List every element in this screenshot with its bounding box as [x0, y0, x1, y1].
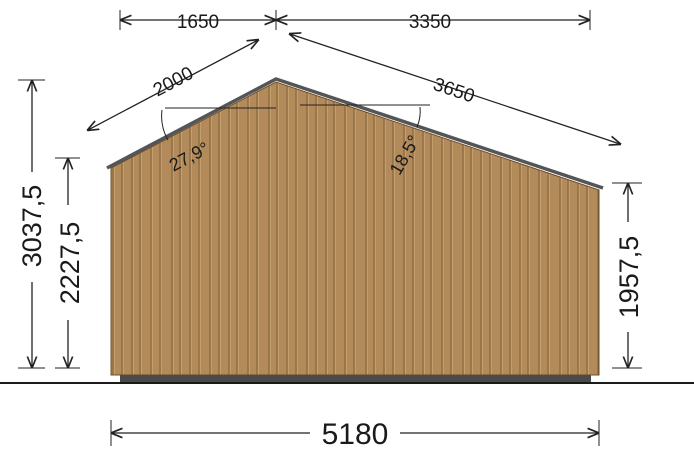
dimension-line-left-slope [88, 40, 258, 130]
floor-base [120, 375, 591, 383]
roof-edge [106, 77, 604, 190]
bottom-width-dimension: 5180 [110, 418, 600, 451]
right-run-label: 3350 [409, 12, 451, 33]
label-backing-total [18, 172, 46, 282]
label-backing-right-wall [613, 222, 643, 332]
label-backing-width [310, 418, 400, 448]
right-slope-label: 3650 [430, 74, 477, 107]
right-height-dimension: 1957,5 [612, 182, 644, 369]
label-backing-left-wall [55, 205, 83, 320]
right-wall-height-label: 1957,5 [614, 236, 644, 319]
left-run-label: 1650 [177, 12, 219, 33]
left-wall-height-label: 2227,5 [55, 222, 85, 305]
total-width-label: 5180 [322, 418, 389, 451]
total-height-label: 3037,5 [17, 185, 47, 268]
angle-arc-left [161, 109, 169, 141]
shed-facade [106, 77, 604, 383]
left-height-dimensions: 3037,5 2227,5 [17, 79, 85, 369]
dimension-line-right-slope [290, 34, 620, 144]
top-dimensions: 1650 3350 [119, 10, 591, 33]
left-slope-label: 2000 [150, 63, 197, 101]
angle-arc-right [416, 106, 421, 128]
